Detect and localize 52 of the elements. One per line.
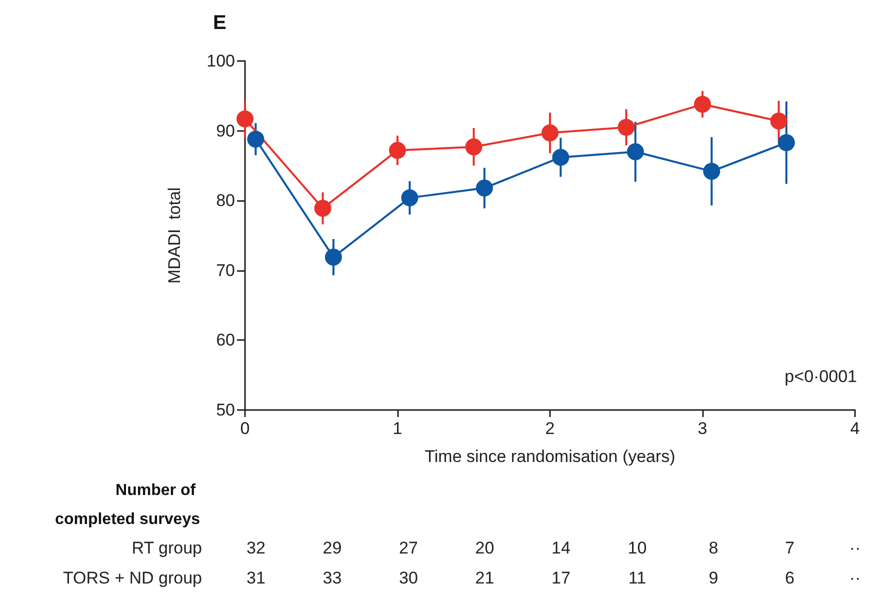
text: 14 [552,538,570,558]
point [626,143,644,160]
y-tick-label: 90 [216,121,235,140]
point [542,124,558,142]
point [247,130,264,148]
text: 6 [785,568,794,588]
text: ·· [849,538,861,558]
point [236,110,254,128]
x-tick-label: 4 [850,419,860,438]
point [618,118,635,136]
text: 17 [552,568,570,588]
y-tick-label: 100 [206,52,235,70]
text: 29 [322,538,342,558]
text: ·· [849,568,861,588]
annotation: p<0·0001 [784,367,858,386]
point [770,112,788,130]
point [476,180,493,197]
x-tick-label: 2 [545,419,555,438]
text: 30 [399,568,418,588]
text: 31 [246,568,266,588]
text: TORS + ND group [62,568,202,588]
y-axis-title: MDADI total [165,187,184,284]
x-tick-label: 1 [392,419,402,438]
text: 9 [708,568,718,588]
text: Number of completed surveys [55,482,200,528]
point [465,138,482,156]
x-axis-title: Time since randomisation (years) [424,447,676,466]
point [314,200,332,217]
text: 32 [246,538,266,558]
text: 21 [475,568,494,588]
text: 11 [628,568,646,588]
x-tick-label: 0 [240,419,250,438]
point [778,134,795,152]
y-tick-label: 50 [216,400,235,420]
point [401,189,418,206]
y-tick-label: 60 [216,330,235,350]
point [703,162,720,180]
y-tick-label: 80 [216,191,235,210]
point [552,148,570,166]
text: 20 [475,538,494,558]
text: 8 [708,538,718,558]
point [324,248,342,266]
y-tick-label: 70 [216,260,235,280]
text: 27 [399,538,418,558]
text: 10 [628,538,647,558]
x-tick-label: 3 [698,419,708,438]
point [694,96,711,113]
chart-title: E [213,12,226,34]
point [389,142,406,159]
text: 33 [322,568,342,588]
text: 7 [785,538,794,558]
text: RT group [132,538,202,558]
